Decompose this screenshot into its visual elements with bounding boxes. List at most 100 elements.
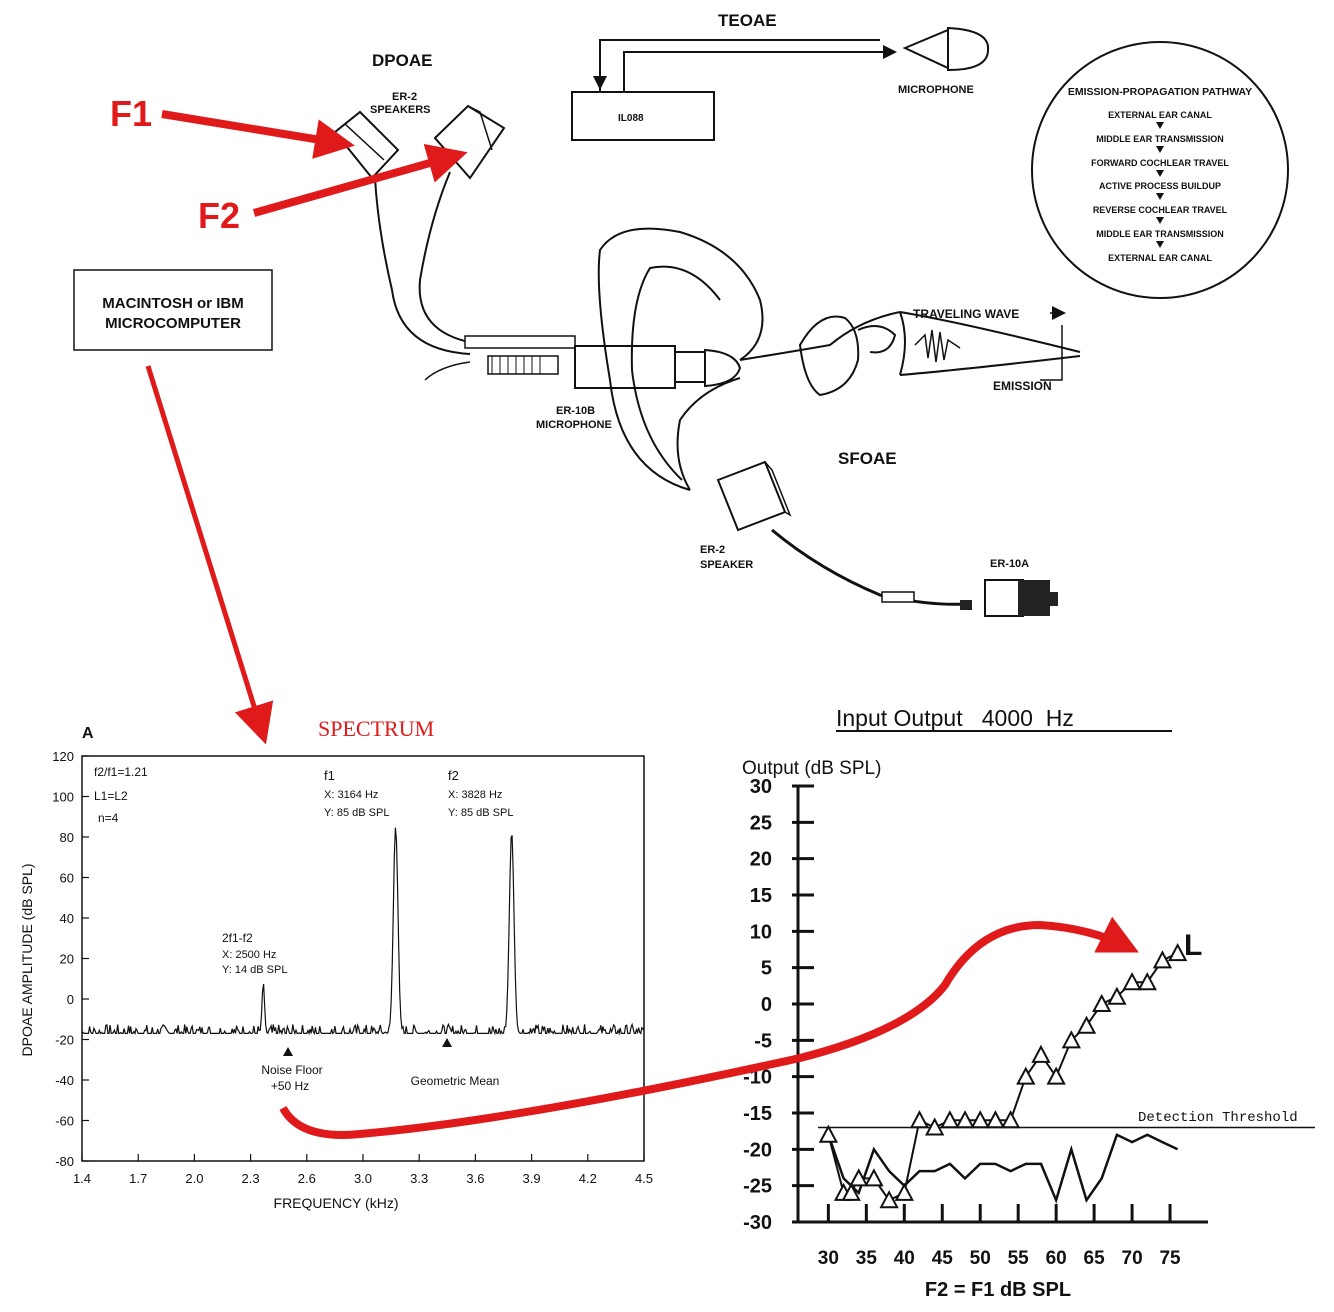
io-triangle-marker xyxy=(864,1168,884,1187)
io-triangle-marker xyxy=(1076,1015,1097,1034)
er2-speaker-icon-sfoae xyxy=(716,460,792,532)
computer-label-1: MACINTOSH or IBM xyxy=(102,295,243,312)
pathway-step: REVERSE COCHLEAR TRAVEL xyxy=(1093,205,1228,215)
sfoae-label: SFOAE xyxy=(838,449,897,468)
detection-threshold-label: Detection Threshold xyxy=(1138,1110,1298,1126)
computer-label-2: MICROCOMPUTER xyxy=(105,315,241,332)
f1-annot-y: Y: 85 dB SPL xyxy=(324,807,389,819)
spectrum-x-tick-label: 3.6 xyxy=(466,1171,484,1186)
computer-to-spectrum-arrow xyxy=(145,365,274,745)
io-triangle-marker xyxy=(970,1110,990,1129)
spectrum-x-tick-label: 1.7 xyxy=(129,1171,147,1186)
dpoae-label: DPOAE xyxy=(372,51,432,70)
io-triangle-marker xyxy=(1107,986,1127,1005)
spectrum-y-tick-label: -80 xyxy=(55,1154,74,1169)
f2-annot-name: f2 xyxy=(448,768,459,783)
teoae-microphone-icon xyxy=(902,26,990,72)
il088-label: IL088 xyxy=(618,113,644,124)
io-triangle-marker xyxy=(955,1110,975,1129)
io-series-noise-line xyxy=(827,1133,1179,1204)
speaker-cable-3 xyxy=(424,361,471,381)
cochlea-left xyxy=(899,311,906,376)
sfoae-cable-connector xyxy=(881,591,915,603)
io-x-ticks: 30 35 40 45 50 55 60 65 70 75 xyxy=(818,1204,1181,1269)
traveling-wave-label: TRAVELING WAVE xyxy=(913,307,1019,321)
io-x-tick-label: 60 xyxy=(1046,1248,1067,1269)
io-y-tick-label: 20 xyxy=(750,849,772,871)
spectrum-x-tick-label: 4.5 xyxy=(635,1171,653,1186)
pathway-step: FORWARD COCHLEAR TRAVEL xyxy=(1091,158,1229,168)
er10b-probe-icon xyxy=(464,335,742,389)
io-x-tick-label: 30 xyxy=(818,1248,839,1269)
io-triangle-marker xyxy=(1061,1030,1081,1049)
traveling-wave-trace xyxy=(914,329,961,363)
dp-annotation: 2f1-f2 X: 2500 Hz Y: 14 dB SPL xyxy=(222,931,287,976)
teoae-label: TEOAE xyxy=(718,11,777,30)
spectrum-x-tick-label: 4.2 xyxy=(579,1171,597,1186)
spectrum-y-tick-label: 60 xyxy=(60,871,74,886)
pinna-inner xyxy=(630,265,721,481)
spectrum-y-tick-label: 40 xyxy=(60,911,74,926)
io-triangle-marker xyxy=(879,1190,899,1209)
spectrum-x-tick-label: 3.9 xyxy=(523,1171,541,1186)
io-triangle-marker xyxy=(1000,1110,1021,1129)
f2-annotation: f2 X: 3828 Hz Y: 85 dB SPL xyxy=(448,768,513,819)
spectrum-y-tick-label: -60 xyxy=(55,1114,74,1129)
io-y-axis-label: Output (dB SPL) xyxy=(742,758,881,779)
io-triangle-marker xyxy=(894,1182,914,1201)
geometric-mean-label: Geometric Mean xyxy=(411,1074,500,1088)
spectrum-trace xyxy=(81,827,645,1036)
spectrum-title: SPECTRUM xyxy=(318,716,434,741)
pathway-step: MIDDLE EAR TRANSMISSION xyxy=(1096,229,1224,239)
pathway-steps: EXTERNAL EAR CANAL MIDDLE EAR TRANSMISSI… xyxy=(1091,110,1229,263)
spectrum-x-tick-label: 2.0 xyxy=(185,1171,203,1186)
speaker-cable-1 xyxy=(374,177,471,355)
io-triangle-marker xyxy=(909,1110,930,1129)
io-triangle-marker xyxy=(1016,1066,1036,1085)
f1-annot-name: f1 xyxy=(324,768,335,783)
pathway-title: EMISSION-PROPAGATION PATHWAY xyxy=(1068,86,1252,98)
io-triangle-marker xyxy=(1092,993,1112,1012)
sfoae-cable xyxy=(771,528,966,606)
er2-speakers-label-2: SPEAKERS xyxy=(370,104,431,116)
spectrum-y-tick-label: -20 xyxy=(55,1033,74,1048)
noise-floor-label-2: +50 Hz xyxy=(271,1079,309,1093)
er10b-label-2: MICROPHONE xyxy=(536,419,612,431)
io-title: Input Output 4000 Hz xyxy=(836,705,1074,731)
io-triangle-marker xyxy=(849,1168,869,1187)
computer-box xyxy=(73,269,273,351)
spectrum-x-tick-label: 2.3 xyxy=(242,1171,260,1186)
ear-canal-lower xyxy=(676,377,741,491)
io-y-tick-label: 5 xyxy=(761,958,772,980)
il088-box xyxy=(571,91,715,141)
io-triangle-marker xyxy=(818,1124,839,1143)
io-x-tick-label: 45 xyxy=(932,1248,954,1269)
ossicles xyxy=(857,325,897,354)
spectrum-x-ticks: 1.4 1.7 2.0 2.3 2.6 3.0 3.3 3.6 3.9 4.2 4.5 xyxy=(73,1154,653,1186)
emission-label: EMISSION xyxy=(993,379,1052,393)
red-curve-to-io-chart xyxy=(279,916,1139,1139)
io-y-tick-label: 15 xyxy=(750,885,772,907)
io-triangle-marker xyxy=(985,1110,1006,1129)
spectrum-x-tick-label: 2.6 xyxy=(298,1171,316,1186)
io-triangle-marker xyxy=(1031,1044,1051,1063)
pinna-outline xyxy=(597,227,764,491)
io-y-tick-label: 25 xyxy=(750,812,772,834)
f1-arrow xyxy=(161,110,355,159)
ear-anatomy-drawing xyxy=(597,227,1081,491)
io-y-tick-label: -30 xyxy=(743,1212,772,1234)
microphone-label: MICROPHONE xyxy=(898,84,974,96)
input-output-chart: Input Output 4000 Hz Output (dB SPL) 30 2… xyxy=(742,705,1315,1301)
pathway-step: EXTERNAL EAR CANAL xyxy=(1108,253,1212,263)
io-triangle-marker xyxy=(1122,972,1142,991)
io-triangle-markers xyxy=(818,943,1188,1209)
spectrum-y-tick-label: 20 xyxy=(60,952,74,967)
oae-apparatus-diagram: TEOAE IL088 MICROPHONE DPOAE ER-2 SPEAKE… xyxy=(73,11,1289,745)
pathway-step: EXTERNAL EAR CANAL xyxy=(1108,110,1212,120)
spectrum-x-tick-label: 3.0 xyxy=(354,1171,372,1186)
io-x-tick-label: 35 xyxy=(856,1248,878,1269)
spectrum-x-axis-label: FREQUENCY (kHz) xyxy=(274,1195,399,1211)
io-triangle-marker xyxy=(925,1117,945,1136)
dp-annot-name: 2f1-f2 xyxy=(222,931,253,945)
io-y-tick-label: -25 xyxy=(743,1176,772,1198)
